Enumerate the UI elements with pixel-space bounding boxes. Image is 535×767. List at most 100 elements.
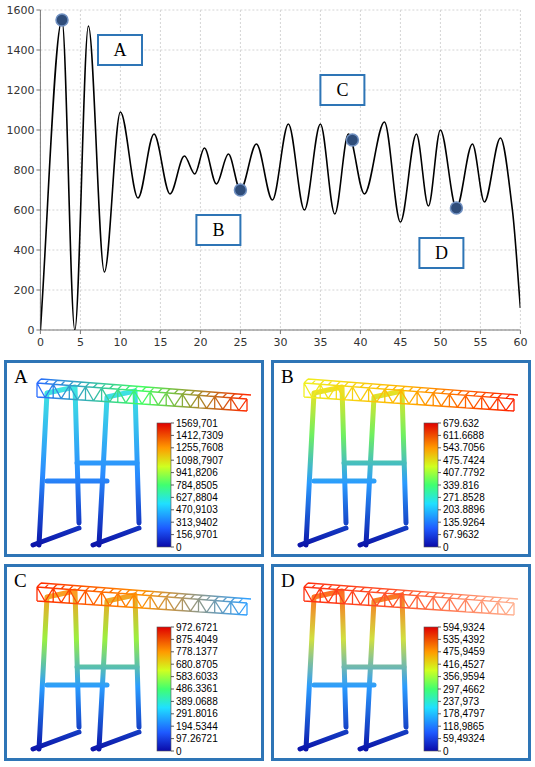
colorbar-tick bbox=[171, 447, 174, 448]
grid-line-y bbox=[40, 290, 520, 291]
colorbar-tick-label: 178,4797 bbox=[443, 708, 485, 719]
crane-leg bbox=[300, 732, 346, 749]
colorbar-tick-label: 339.816 bbox=[443, 480, 480, 491]
x-tick-label: 15 bbox=[153, 336, 167, 349]
colorbar-ticks: 594,9324535,4392475,9459 416,4527356,9594… bbox=[438, 622, 485, 757]
annotation-label: B bbox=[212, 220, 224, 240]
colorbar-tick-label: 118,9865 bbox=[443, 721, 484, 732]
crane-boom bbox=[37, 379, 251, 411]
y-tick bbox=[36, 170, 40, 171]
colorbar-tick-label: 486.3361 bbox=[176, 684, 218, 695]
x-tick bbox=[280, 330, 281, 334]
colorbar-tick bbox=[171, 639, 174, 640]
colorbar-tick-label: 583.6033 bbox=[176, 671, 218, 682]
colorbar-tick bbox=[171, 534, 174, 535]
colorbar-tick-label: 535,4392 bbox=[443, 634, 485, 645]
colorbar-tick-label: 203.8896 bbox=[443, 504, 485, 515]
x-tick bbox=[40, 330, 41, 334]
crane bbox=[300, 583, 518, 749]
crane-leg bbox=[39, 591, 79, 749]
colorbar-tick bbox=[438, 639, 441, 640]
colorbar-tick-label: 237,973 bbox=[443, 696, 480, 707]
crane bbox=[300, 379, 518, 545]
colorbar-tick-label: 875.4049 bbox=[176, 634, 218, 645]
colorbar-tick bbox=[438, 713, 441, 714]
crane-leg bbox=[344, 665, 404, 670]
ticks: 0510152025303540455055600200400600800100… bbox=[6, 4, 527, 349]
colorbar-tick-label: 97.26721 bbox=[176, 733, 218, 744]
colorbar-tick-label: 313,9402 bbox=[176, 517, 218, 528]
colorbar-tick bbox=[438, 534, 441, 535]
colorbar-tick-label: 627,8804 bbox=[176, 492, 218, 503]
panel-label: D bbox=[281, 570, 295, 591]
crane-leg bbox=[360, 732, 406, 749]
colorbar-tick bbox=[171, 547, 174, 548]
colorbar-tick-label: 416,4527 bbox=[443, 659, 485, 670]
colorbar-tick bbox=[171, 689, 174, 690]
x-tick-label: 50 bbox=[433, 336, 447, 349]
crane-leg bbox=[314, 683, 374, 688]
colorbar-tick bbox=[171, 460, 174, 461]
x-tick-label: 20 bbox=[193, 336, 207, 349]
colorbar-tick-label: 972.6721 bbox=[176, 622, 218, 633]
colorbar-tick-label: 475,9459 bbox=[443, 646, 485, 657]
colorbar-tick-label: 297,4662 bbox=[443, 684, 485, 695]
crane-leg bbox=[47, 479, 107, 484]
crane-leg bbox=[93, 732, 139, 749]
line-chart: 0510152025303540455055600200400600800100… bbox=[0, 0, 535, 356]
x-tick-label: 45 bbox=[393, 336, 407, 349]
colorbar-tick-label: 291.8016 bbox=[176, 708, 218, 719]
crane bbox=[33, 583, 251, 749]
colorbar-tick-label: 594,9324 bbox=[443, 622, 485, 633]
y-tick bbox=[36, 10, 40, 11]
series-line bbox=[40, 20, 520, 330]
colorbar-tick-label: 135.9264 bbox=[443, 517, 485, 528]
colorbar-tick bbox=[438, 435, 441, 436]
colorbar-tick bbox=[171, 701, 174, 702]
colorbar-tick bbox=[171, 726, 174, 727]
colorbar-tick bbox=[438, 738, 441, 739]
colorbar bbox=[157, 627, 171, 751]
annotation-point bbox=[56, 14, 68, 26]
x-tick bbox=[440, 330, 441, 334]
annotation-point bbox=[450, 202, 462, 214]
x-tick bbox=[240, 330, 241, 334]
y-tick-label: 600 bbox=[13, 204, 34, 217]
colorbar-tick-label: 611.6688 bbox=[443, 430, 484, 441]
colorbar-tick bbox=[438, 509, 441, 510]
x-tick-label: 5 bbox=[77, 336, 84, 349]
crane-leg bbox=[99, 595, 139, 749]
crane-leg bbox=[39, 387, 79, 545]
y-tick-label: 1400 bbox=[6, 44, 34, 57]
annotation-point bbox=[346, 134, 358, 146]
x-tick bbox=[480, 330, 481, 334]
x-tick-label: 35 bbox=[313, 336, 327, 349]
y-tick-label: 1600 bbox=[6, 4, 34, 17]
colorbar-tick bbox=[438, 472, 441, 473]
colorbar-tick-label: 67.9632 bbox=[443, 529, 480, 540]
colorbar-tick-label: 680.8705 bbox=[176, 659, 218, 670]
grid-line-y bbox=[40, 90, 520, 91]
crane-leg bbox=[306, 387, 346, 545]
colorbar-tick bbox=[438, 447, 441, 448]
colorbar-ticks: 972.6721875.4049778.1377680.8705583.6033… bbox=[171, 622, 218, 757]
panel-label: C bbox=[14, 570, 27, 591]
colorbar-tick-label: 1569,701 bbox=[176, 418, 218, 429]
colorbar-tick-label: 679.632 bbox=[443, 418, 480, 429]
x-tick-label: 25 bbox=[233, 336, 247, 349]
colorbar-tick-label: 0 bbox=[176, 746, 182, 757]
field-panel: C 972.6721875.4049778.1377680.8705583.603… bbox=[4, 564, 264, 761]
crane-leg bbox=[33, 732, 79, 749]
colorbar-tick-label: 356,9594 bbox=[443, 671, 485, 682]
y-tick bbox=[36, 250, 40, 251]
data-layer bbox=[40, 14, 520, 330]
field-svg: B679.632611.6688543.7056475.7424407.7792… bbox=[274, 363, 528, 554]
grid bbox=[40, 10, 520, 330]
plot-area bbox=[40, 10, 520, 330]
crane-leg bbox=[33, 528, 79, 545]
colorbar-tick bbox=[438, 627, 441, 628]
annotation-box bbox=[98, 35, 142, 65]
colorbar-tick bbox=[438, 651, 441, 652]
panel-label: A bbox=[14, 366, 28, 387]
y-tick bbox=[36, 290, 40, 291]
